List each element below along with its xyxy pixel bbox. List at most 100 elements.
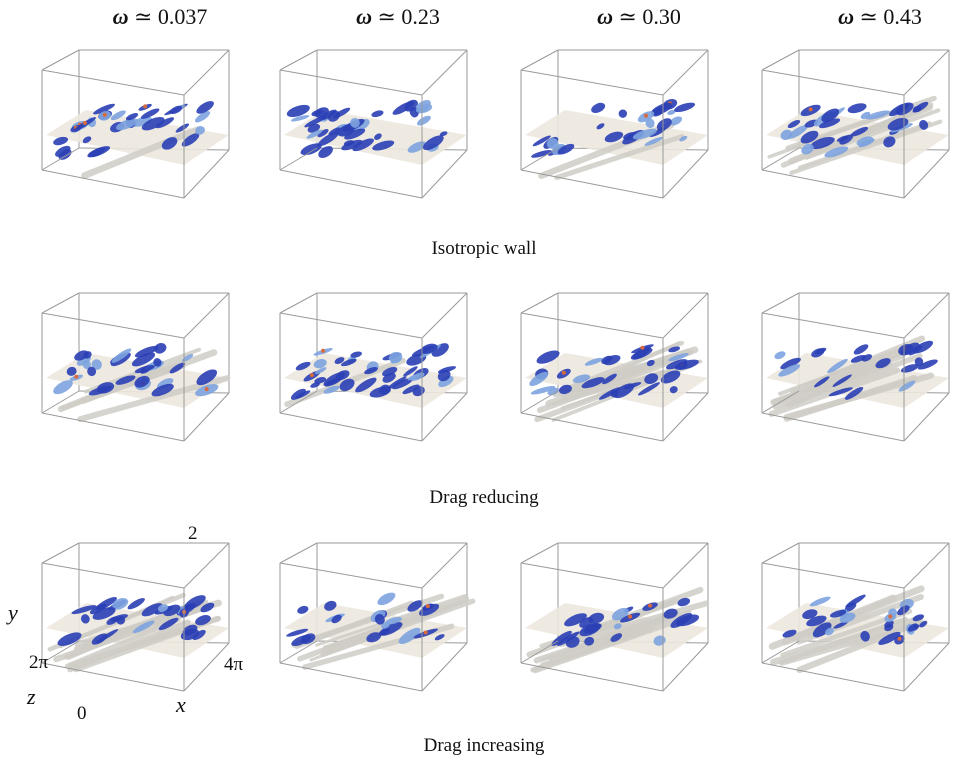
box-edge [761, 662, 905, 692]
box-edge [903, 392, 950, 442]
vortex-blob [402, 384, 420, 395]
box-edge [421, 292, 468, 339]
vortex-blob [420, 343, 438, 354]
omega-symbol: ω [838, 4, 854, 29]
vortex-blob [290, 115, 310, 122]
box-edge [41, 412, 185, 442]
vortex-blob [181, 353, 194, 362]
vortex-blob [331, 614, 342, 624]
vortex-blob [583, 623, 602, 634]
vortex-blob [833, 621, 848, 629]
streak-surface [53, 605, 205, 663]
panel-drag-increasing-3 [513, 533, 743, 718]
row-caption-isotropic: Isotropic wall [431, 238, 537, 259]
panel-drag-increasing-2 [272, 533, 502, 718]
vortex-blob [398, 627, 421, 644]
box-edge [41, 312, 185, 339]
vortex-blob [809, 596, 831, 607]
vortex-blob [660, 370, 681, 384]
vortex-blob [439, 131, 448, 137]
box-edge [421, 149, 468, 199]
panel-isotropic-1 [34, 40, 264, 225]
vortex-blob [637, 382, 660, 396]
box-edge [279, 562, 423, 589]
vortex-blob [900, 364, 919, 373]
vortex-blob [665, 359, 688, 370]
vortex-blob [341, 358, 357, 367]
vortex-blob [300, 143, 322, 156]
vortex-blob [57, 632, 82, 646]
box-edge [662, 542, 709, 589]
box-edge [761, 312, 905, 339]
omega-symbol: ω [356, 4, 372, 29]
vortex-blob [613, 383, 635, 399]
vortex-blob [334, 357, 345, 365]
vortex-blob [618, 109, 628, 118]
vortex-blob [140, 108, 160, 119]
vortex-blob [95, 597, 117, 611]
vortex-blob [669, 116, 683, 126]
flow-visualization-svg [41, 292, 231, 442]
vortex-blob [819, 118, 841, 129]
vortex-blob [787, 119, 801, 129]
vortex-blob [898, 380, 916, 392]
omega-symbol: ω [112, 4, 129, 29]
vortex-blob [900, 342, 920, 356]
box-edge [279, 412, 423, 442]
vortex-blob [343, 140, 355, 147]
vortex-hotspot [102, 112, 107, 117]
vortex-blob [318, 146, 333, 158]
box-edge [662, 149, 709, 199]
streak-surface [783, 372, 935, 421]
box-edge [279, 390, 318, 414]
streak-surface [81, 126, 201, 179]
vortex-blob [912, 101, 929, 113]
box-edge [279, 542, 318, 564]
vortex-blob [856, 136, 874, 147]
vortex-blob [110, 614, 128, 622]
vortex-blob [815, 347, 827, 355]
vortex-blob [884, 623, 894, 632]
box-edge [903, 292, 950, 339]
vortex-hotspot [897, 636, 902, 641]
vortex-blob [800, 130, 819, 144]
vortex-blob [850, 126, 869, 137]
vortex-blob [907, 623, 918, 632]
vortex-blob [372, 140, 395, 151]
vortex-blob [392, 378, 414, 390]
box-edge [903, 49, 950, 96]
box-edge [761, 640, 800, 664]
vortex-blob [341, 139, 363, 151]
vortex-blob [410, 372, 425, 381]
box-edge [279, 292, 318, 314]
vortex-hotspot [425, 604, 430, 609]
vortex-blob [845, 594, 866, 608]
vortex-blob [668, 346, 681, 353]
vortex-blob [53, 380, 73, 395]
vortex-blob [134, 345, 159, 358]
vortex-blob [344, 128, 366, 140]
flow-visualization-svg [520, 292, 709, 442]
vortex-blob [403, 366, 418, 377]
vortex-blob [780, 357, 801, 370]
box-edge [903, 642, 950, 692]
flow-visualization-svg [279, 292, 468, 442]
box-edge [41, 169, 185, 199]
vortex-blob [315, 367, 327, 375]
box-edge [903, 542, 950, 589]
box-edge [183, 642, 230, 692]
box-edge [662, 642, 709, 692]
z-axis-label: z [27, 684, 36, 709]
box-edge [520, 69, 664, 96]
vortex-blob [92, 607, 116, 620]
box-edge [183, 49, 230, 96]
vortex-blob [827, 358, 848, 374]
vortex-blob [116, 118, 138, 131]
vortex-blob [153, 358, 162, 367]
vortex-hotspot [423, 630, 428, 635]
vortex-blob [125, 113, 139, 121]
vortex-blob [836, 135, 849, 142]
vortex-blob [438, 375, 454, 388]
vortex-blob [407, 141, 427, 153]
vortex-blob [806, 615, 827, 627]
